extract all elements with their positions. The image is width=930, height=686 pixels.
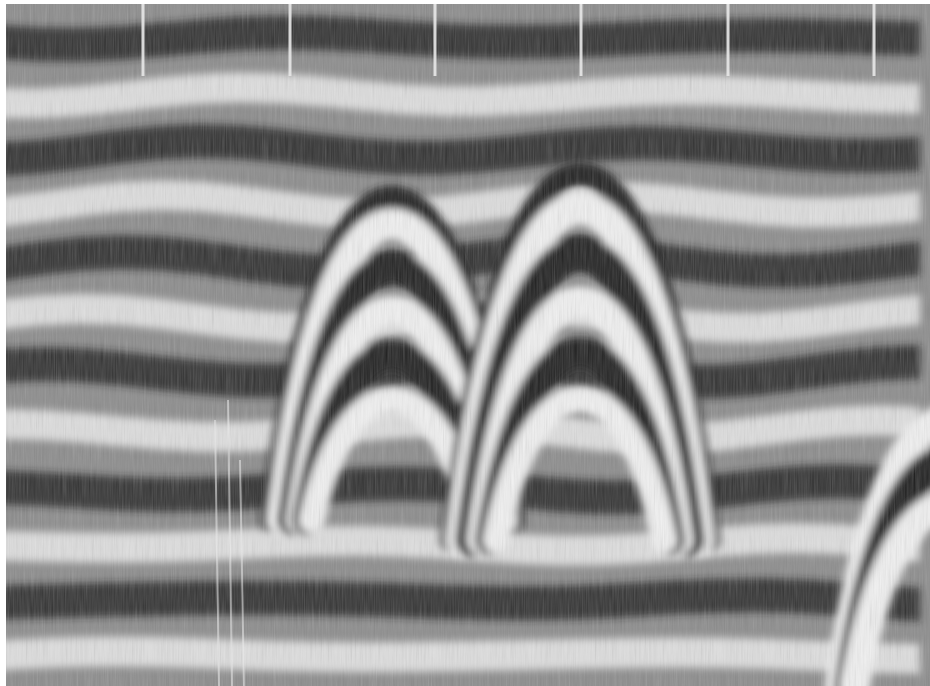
distance-marker-tick <box>288 4 292 76</box>
distance-marker-ticks <box>141 4 876 76</box>
distance-marker-tick <box>579 4 583 76</box>
distance-marker-tick <box>726 4 730 76</box>
distance-marker-tick <box>141 4 145 76</box>
radar-scan-area <box>6 4 930 686</box>
distance-marker-tick <box>433 4 437 76</box>
speckle-texture <box>6 4 930 686</box>
distance-marker-tick <box>872 4 876 76</box>
